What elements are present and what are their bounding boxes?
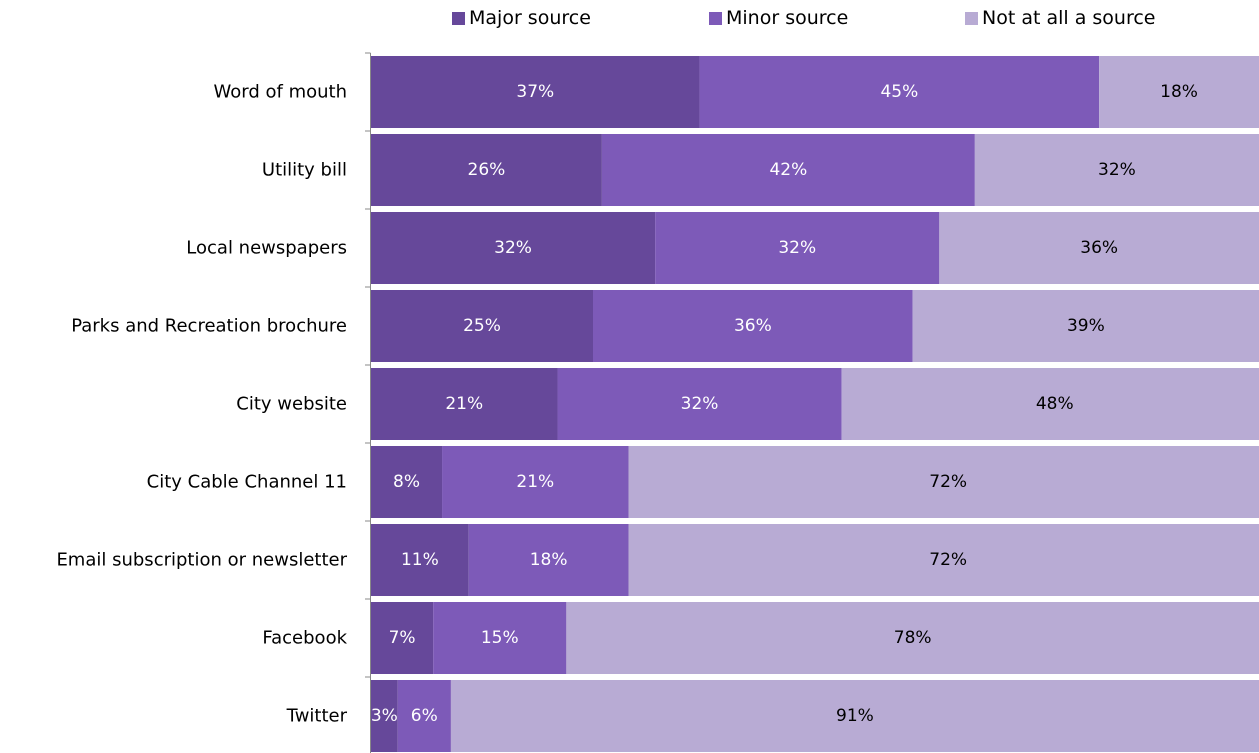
bar-major-source-email-subscription-or-newsletter: [371, 524, 469, 596]
legend-label-major-source: Major source: [469, 7, 591, 29]
category-label-word-of-mouth: Word of mouth: [214, 82, 347, 103]
data-label-not-at-all-a-source-city-website: 48%: [1036, 394, 1074, 414]
legend-item-minor-source: Minor source: [709, 7, 848, 29]
bar-minor-source-parks-and-recreation-brochure: [593, 290, 913, 362]
bar-not-at-all-a-source-city-cable-channel-11: [628, 446, 1259, 518]
data-label-minor-source-city-website: 32%: [681, 394, 719, 414]
category-label-parks-and-recreation-brochure: Parks and Recreation brochure: [71, 316, 347, 337]
bar-not-at-all-a-source-twitter: [450, 680, 1259, 752]
legend-label-minor-source: Minor source: [726, 7, 849, 29]
data-label-major-source-word-of-mouth: 37%: [516, 82, 554, 102]
category-label-email-subscription-or-newsletter: Email subscription or newsletter: [56, 550, 347, 571]
data-label-not-at-all-a-source-city-cable-channel-11: 72%: [929, 472, 967, 492]
data-label-not-at-all-a-source-word-of-mouth: 18%: [1160, 82, 1198, 102]
category-label-city-website: City website: [236, 394, 347, 415]
bar-minor-source-email-subscription-or-newsletter: [468, 524, 629, 596]
bar-major-source-city-cable-channel-11: [371, 446, 443, 518]
data-label-not-at-all-a-source-twitter: 91%: [836, 706, 874, 726]
bar-minor-source-city-cable-channel-11: [442, 446, 629, 518]
data-label-major-source-local-newspapers: 32%: [494, 238, 532, 258]
data-label-minor-source-parks-and-recreation-brochure: 36%: [734, 316, 772, 336]
bar-major-source-word-of-mouth: [371, 56, 700, 128]
bar-major-source-parks-and-recreation-brochure: [371, 290, 593, 362]
data-label-major-source-parks-and-recreation-brochure: 25%: [463, 316, 501, 336]
bar-not-at-all-a-source-local-newspapers: [939, 212, 1259, 284]
bar-not-at-all-a-source-city-website: [841, 368, 1259, 440]
data-label-major-source-utility-bill: 26%: [468, 160, 506, 180]
bar-minor-source-utility-bill: [601, 134, 975, 206]
data-label-minor-source-utility-bill: 42%: [769, 160, 807, 180]
bar-minor-source-twitter: [397, 680, 451, 752]
data-label-major-source-twitter: 3%: [371, 706, 398, 726]
legend-label-not-at-all-a-source: Not at all a source: [982, 7, 1156, 29]
bars-layer: [371, 56, 1259, 752]
axis-layer: [365, 52, 371, 753]
legend-swatch-not-at-all-a-source: [965, 11, 978, 25]
data-label-not-at-all-a-source-facebook: 78%: [894, 628, 932, 648]
legend-swatch-minor-source: [709, 11, 722, 25]
legend-swatch-major-source: [452, 11, 465, 25]
data-label-minor-source-word-of-mouth: 45%: [880, 82, 918, 102]
data-label-not-at-all-a-source-local-newspapers: 36%: [1080, 238, 1118, 258]
data-label-minor-source-twitter: 6%: [411, 706, 438, 726]
bar-minor-source-word-of-mouth: [699, 56, 1100, 128]
category-label-utility-bill: Utility bill: [262, 160, 347, 181]
category-label-local-newspapers: Local newspapers: [186, 238, 347, 259]
data-label-minor-source-email-subscription-or-newsletter: 18%: [530, 550, 568, 570]
bar-not-at-all-a-source-email-subscription-or-newsletter: [628, 524, 1259, 596]
labels-layer: Word of mouth 37% 45% 18% Utility bill 26% 42%…: [56, 82, 1198, 727]
data-label-minor-source-local-newspapers: 32%: [778, 238, 816, 258]
bar-minor-source-facebook: [433, 602, 567, 674]
category-label-facebook: Facebook: [262, 628, 347, 649]
bar-major-source-local-newspapers: [371, 212, 656, 284]
bar-minor-source-city-website: [557, 368, 842, 440]
bar-major-source-city-website: [371, 368, 558, 440]
bar-major-source-facebook: [371, 602, 434, 674]
bar-minor-source-local-newspapers: [655, 212, 940, 284]
category-label-city-cable-channel-11: City Cable Channel 11: [147, 472, 347, 493]
data-label-major-source-city-website: 21%: [445, 394, 483, 414]
bar-not-at-all-a-source-facebook: [566, 602, 1259, 674]
bar-major-source-utility-bill: [371, 134, 602, 206]
legend-item-major-source: Major source: [452, 7, 591, 29]
legend: Major source Minor source Not at all a s…: [0, 7, 1259, 35]
data-label-not-at-all-a-source-utility-bill: 32%: [1098, 160, 1136, 180]
data-label-major-source-facebook: 7%: [389, 628, 416, 648]
data-label-major-source-email-subscription-or-newsletter: 11%: [401, 550, 439, 570]
category-label-twitter: Twitter: [286, 706, 348, 727]
bar-not-at-all-a-source-utility-bill: [974, 134, 1259, 206]
data-label-minor-source-facebook: 15%: [481, 628, 519, 648]
bar-major-source-twitter: [371, 680, 398, 752]
data-label-not-at-all-a-source-email-subscription-or-newsletter: 72%: [929, 550, 967, 570]
data-label-major-source-city-cable-channel-11: 8%: [393, 472, 420, 492]
data-label-minor-source-city-cable-channel-11: 21%: [516, 472, 554, 492]
bar-not-at-all-a-source-word-of-mouth: [1099, 56, 1259, 128]
legend-item-not-at-all-a-source: Not at all a source: [965, 7, 1155, 29]
bar-not-at-all-a-source-parks-and-recreation-brochure: [912, 290, 1259, 362]
data-label-not-at-all-a-source-parks-and-recreation-brochure: 39%: [1067, 316, 1105, 336]
